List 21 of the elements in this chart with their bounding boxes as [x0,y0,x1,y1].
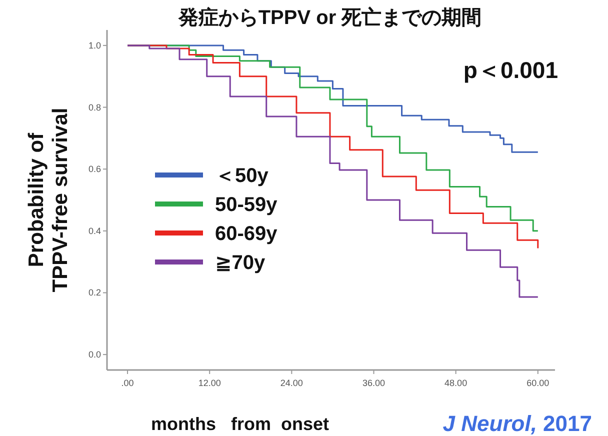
y-axis-title: Probability of TPPV-free survival [25,108,72,292]
x-tick-label: 24.00 [280,378,303,388]
y-tick-label: 0.2 [88,288,101,298]
x-tick-label: 36.00 [362,378,386,388]
text: J Neurol, 2017 [442,411,592,436]
y-tick-label: 0.6 [88,164,101,174]
annotation: p＜0.001 [463,57,558,83]
y-tick-label: 0.4 [88,226,101,236]
x-tick-label: 60.00 [526,378,550,388]
y-tick-label: 1.0 [88,40,101,50]
legend-label: ≧70y [215,252,266,274]
legend-label: ＜50y [215,165,270,187]
legend-label: 50-59y [215,194,278,216]
x-tick-label: 12.00 [198,378,221,388]
x-axis-title: months from onset [150,414,330,434]
x-tick-label: .00 [121,378,134,388]
y-tick-label: 0.0 [88,350,101,360]
legend-label: 60-69y [215,223,278,245]
y-tick-label: 0.8 [88,102,101,112]
x-tick-label: 48.00 [444,378,468,388]
chart-title: 発症からTPPV or 死亡までの期間 [177,6,482,29]
